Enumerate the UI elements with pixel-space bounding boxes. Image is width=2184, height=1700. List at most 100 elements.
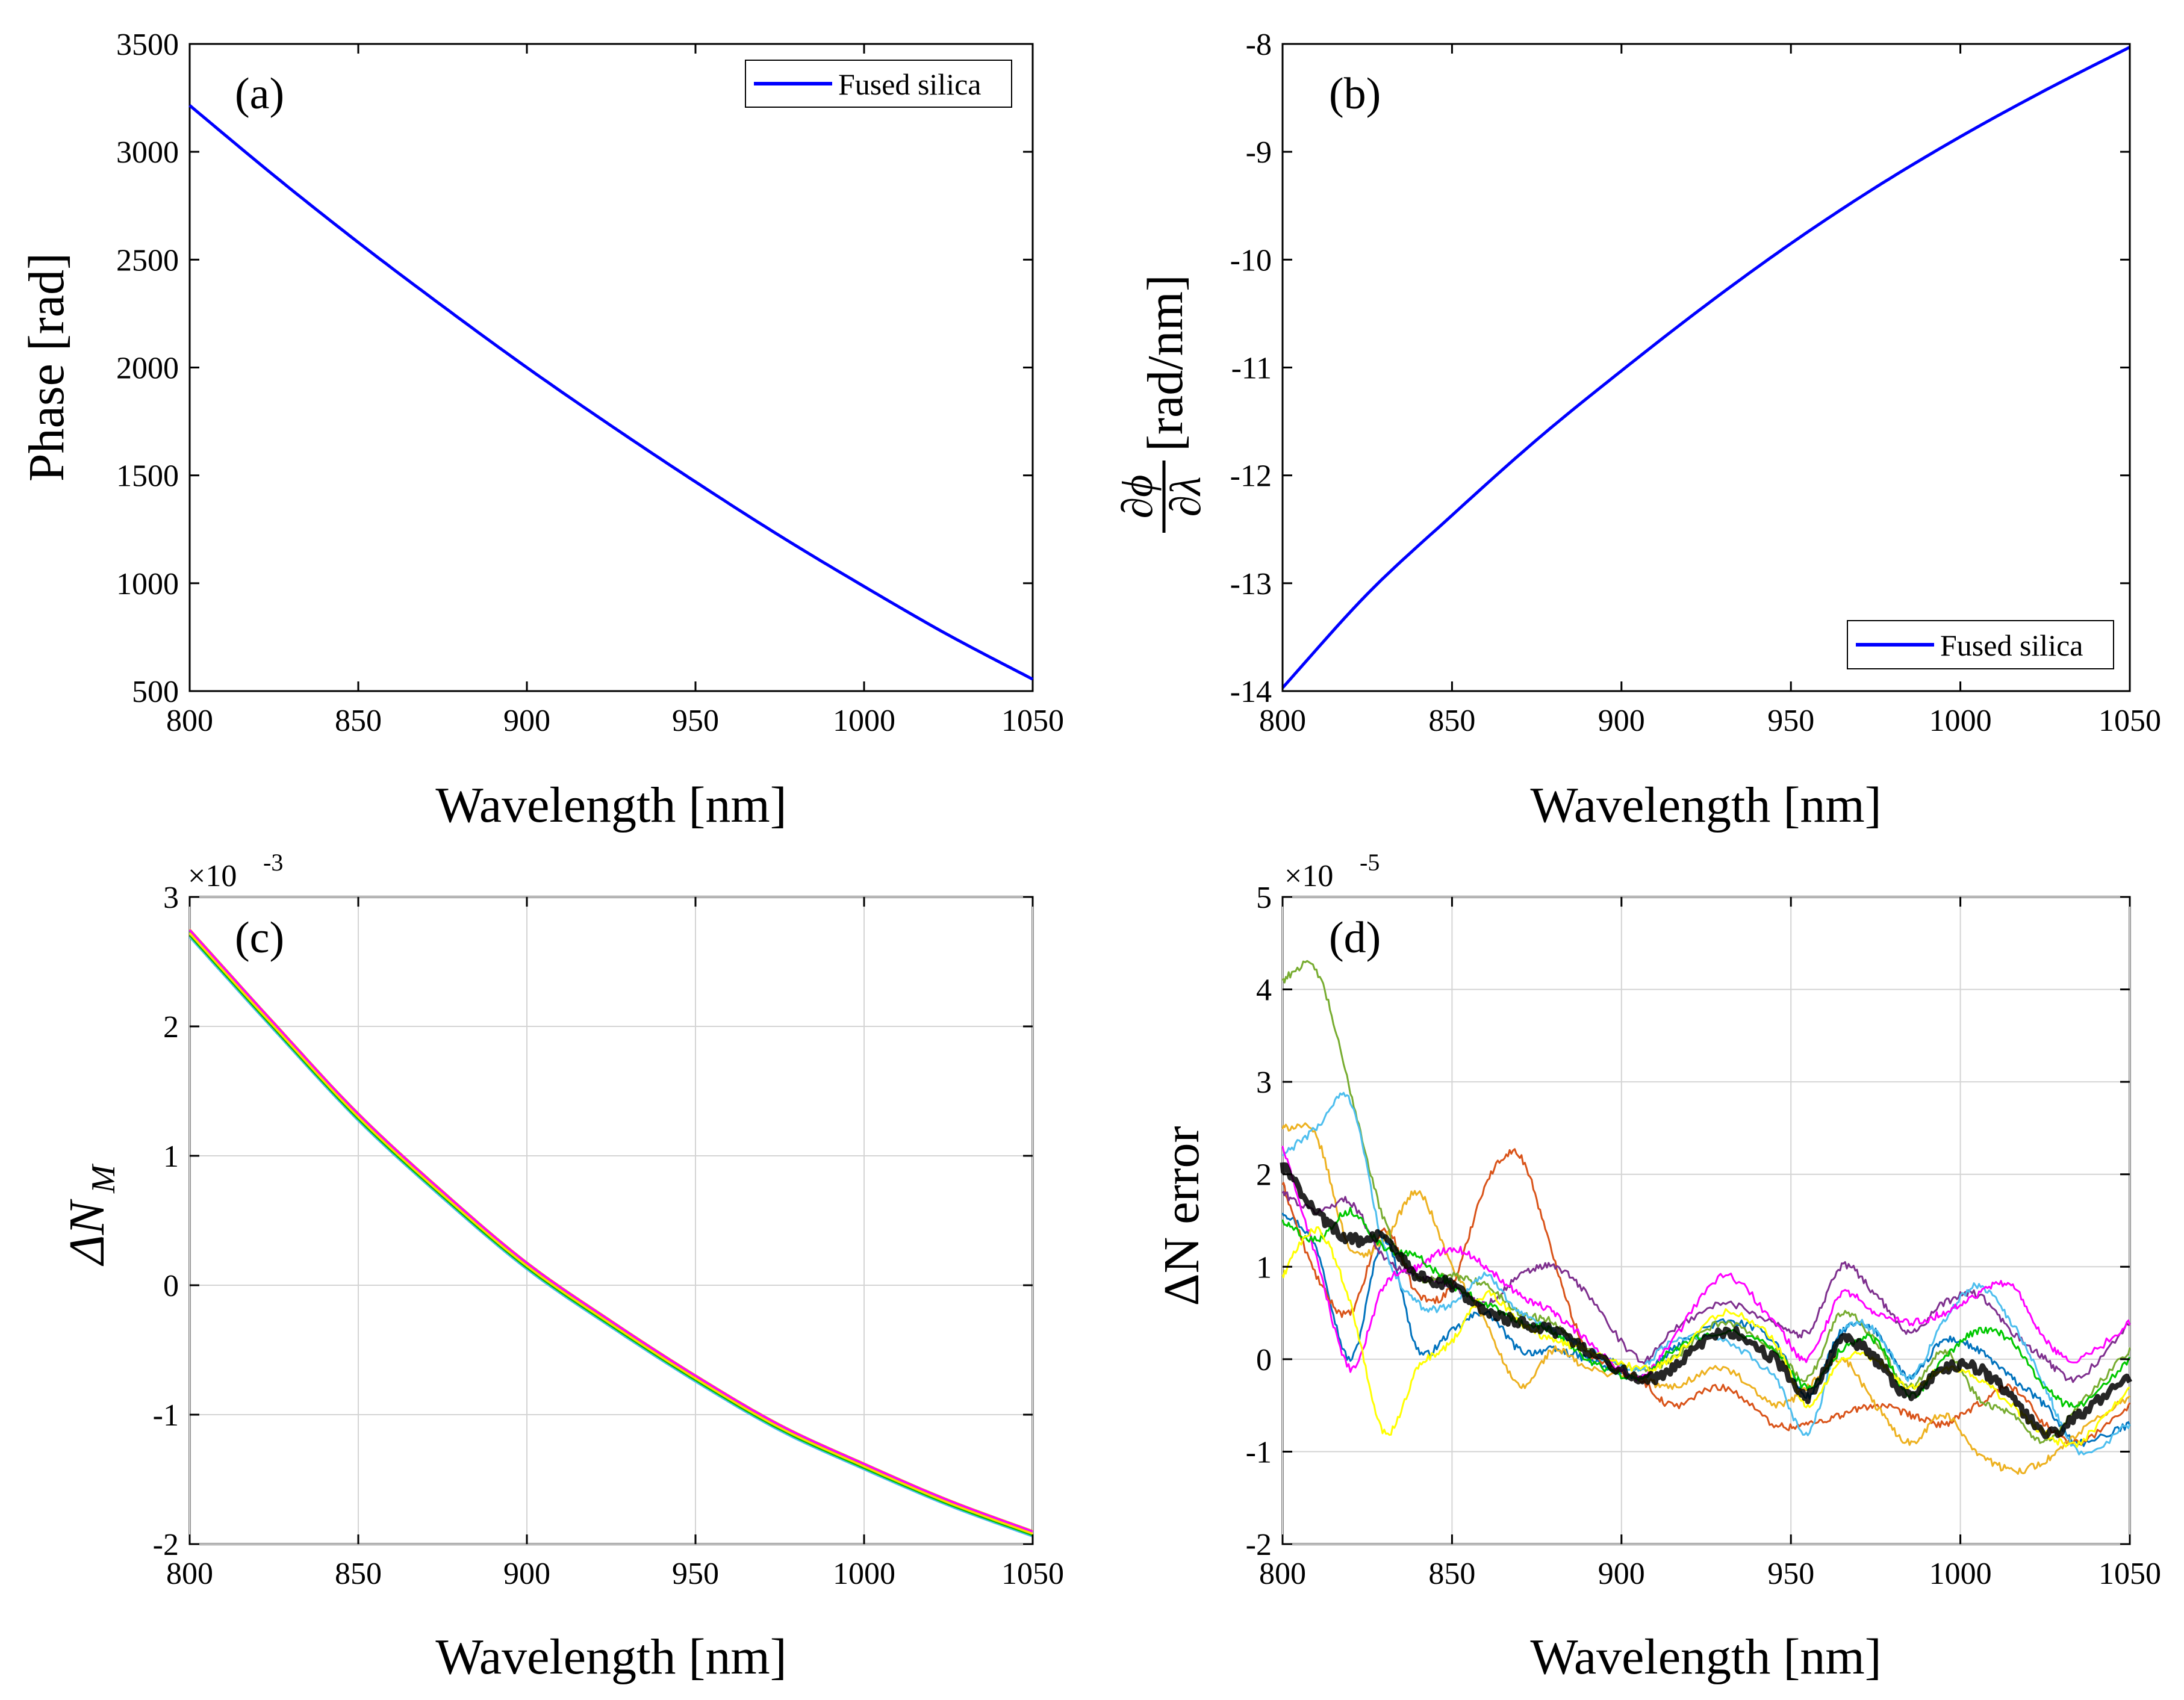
panel-c-ytick-label: -1 <box>153 1398 179 1433</box>
panel-d-ytick-label: -2 <box>1246 1528 1272 1562</box>
panel-b-legend-label: Fused silica <box>1940 628 2083 662</box>
panel-b-xtick-label: 850 <box>1428 704 1475 738</box>
panel-d-label: (d) <box>1329 913 1381 963</box>
panel-b-ytick-label: -10 <box>1230 243 1272 278</box>
panel-b-ticks-layer: 800 850 900 950 1000 1050 -14 -13 -12 -11 -10 -9 -8 <box>1230 28 2161 738</box>
panel-c-series-line <box>188 936 1033 1537</box>
panel-a-xtick-label: 1000 <box>833 704 895 738</box>
panel-b-plot-area <box>1281 43 2131 692</box>
panel-c-label: (c) <box>235 913 284 963</box>
panel-b-ytick-label: -13 <box>1230 567 1272 601</box>
panel-d-ytick-label: 0 <box>1256 1343 1272 1377</box>
panel-a-ytick-label: 3500 <box>116 28 179 62</box>
panel-d-xtick-label: 950 <box>1767 1557 1814 1591</box>
panel-a: 800 850 900 950 1000 1050 500 1000 1500 2000 2500 3… <box>19 28 1064 833</box>
panel-b-legend: Fused silica <box>1847 620 2114 669</box>
panel-c-ylabel: ΔN M <box>59 1163 122 1267</box>
panel-b-ylabel-denominator: ∂λ <box>1162 477 1210 517</box>
panel-d: 800 850 900 950 1000 1050 -2 -1 0 1 2 3 4 5 (d) ×10 -… <box>1154 849 2161 1685</box>
panel-d-xtick-label: 1050 <box>2098 1557 2161 1591</box>
panel-a-xtick-label: 850 <box>335 704 382 738</box>
panel-b-label: (b) <box>1329 69 1381 119</box>
panel-d-xtick-label: 1000 <box>1929 1557 1992 1591</box>
panel-a-xtick-label: 950 <box>672 704 719 738</box>
panel-c-ticks-layer: 800 850 900 950 1000 1050 -2 -1 0 1 2 3 <box>153 881 1064 1591</box>
panel-d-xtick-label: 900 <box>1598 1557 1645 1591</box>
panel-a-ytick-label: 2500 <box>116 243 179 278</box>
panel-d-grid-layer <box>1282 896 2130 1545</box>
panel-c-ytick-label: -2 <box>153 1528 179 1562</box>
panel-d-ytick-label: -1 <box>1246 1435 1272 1469</box>
panel-c-xtick-label: 800 <box>166 1557 213 1591</box>
panel-b-ytick-label: -12 <box>1230 459 1272 494</box>
panel-c-xtick-label: 900 <box>503 1557 550 1591</box>
panel-d-ytick-label: 4 <box>1256 973 1272 1008</box>
panel-b-ytick-label: -9 <box>1246 135 1272 170</box>
panel-d-ticks-layer: 800 850 900 950 1000 1050 -2 -1 0 1 2 3 4 5 <box>1246 881 2161 1591</box>
panel-a-ytick-label: 1500 <box>116 459 179 494</box>
panel-c-ytick-label: 1 <box>163 1140 179 1174</box>
panel-b-xtick-label: 950 <box>1767 704 1814 738</box>
panel-a-xtick-label: 1050 <box>1001 704 1064 738</box>
panel-a-ytick-label: 500 <box>132 675 179 709</box>
panel-c-exponent: ×10 -3 <box>188 849 283 893</box>
panel-b-xtick-label: 1000 <box>1929 704 1992 738</box>
panel-b-xtick-label: 1050 <box>2098 704 2161 738</box>
panel-c-series-layer <box>188 928 1033 1537</box>
panel-d-ytick-label: 1 <box>1256 1250 1272 1285</box>
panel-b-ylabel-numerator: ∂ϕ <box>1113 475 1162 519</box>
panel-c-xlabel: Wavelength [nm] <box>435 1629 786 1685</box>
panel-c-ytick-label: 3 <box>163 881 179 915</box>
panel-a-xlabel: Wavelength [nm] <box>435 777 786 833</box>
panel-c-xtick-label: 850 <box>335 1557 382 1591</box>
panel-a-legend: Fused silica <box>745 60 1012 108</box>
panel-d-ytick-label: 5 <box>1256 881 1272 915</box>
panel-a-ylabel: Phase [rad] <box>19 253 75 482</box>
panel-c-xtick-label: 1050 <box>1001 1557 1064 1591</box>
panel-d-ylabel: ΔN error <box>1154 1126 1210 1306</box>
panel-a-ytick-label: 3000 <box>116 135 179 170</box>
panel-b-ylabel-unit: [rad/nm] <box>1137 275 1193 451</box>
panel-b-ytick-label: -11 <box>1231 352 1272 386</box>
panel-b-xlabel: Wavelength [nm] <box>1530 777 1881 833</box>
panel-d-xtick-label: 850 <box>1428 1557 1475 1591</box>
panel-c-series-line <box>188 932 1033 1535</box>
panel-d-exponent-power: -5 <box>1360 849 1380 876</box>
panel-d-series-layer <box>1280 960 2132 1475</box>
panel-c-series-line <box>188 934 1033 1536</box>
panel-a-xtick-label: 900 <box>503 704 550 738</box>
panel-b-xtick-label: 800 <box>1259 704 1306 738</box>
panel-a-label: (a) <box>235 69 284 119</box>
panel-c-xtick-label: 1000 <box>833 1557 895 1591</box>
panel-c-xtick-label: 950 <box>672 1557 719 1591</box>
panel-d-xlabel: Wavelength [nm] <box>1530 1629 1881 1685</box>
panel-c-ylabel-main: ΔN <box>59 1199 115 1266</box>
panel-a-ticks-layer: 800 850 900 950 1000 1050 500 1000 1500 2000 2500 3… <box>116 28 1064 738</box>
panel-d-mean-line <box>1280 1162 2132 1439</box>
panel-b: 800 850 900 950 1000 1050-14-13-12-11-10-9-8 … <box>1113 28 2161 833</box>
panel-a-ytick-label: 1000 <box>116 567 179 601</box>
panel-b-ytick-label: -8 <box>1246 28 1272 62</box>
panel-c-grid-layer <box>189 896 1033 1545</box>
panel-a-plot-area <box>188 43 1034 692</box>
panel-d-ytick-label: 2 <box>1256 1158 1272 1193</box>
panel-c-ytick-label: 0 <box>163 1269 179 1303</box>
panel-c-ytick-label: 2 <box>163 1010 179 1044</box>
panel-c-exponent-base: ×10 <box>188 859 237 893</box>
panel-b-xtick-label: 900 <box>1598 704 1645 738</box>
panel-c-exponent-power: -3 <box>263 849 283 876</box>
panel-d-plot-area <box>1281 896 2131 1545</box>
panel-d-ytick-label: 3 <box>1256 1066 1272 1100</box>
panel-a-legend-label: Fused silica <box>838 67 981 101</box>
panel-d-series-line <box>1281 1206 2131 1409</box>
panel-c-ylabel-sub: M <box>85 1163 122 1194</box>
panel-d-xtick-label: 800 <box>1259 1557 1306 1591</box>
panel-d-exponent-base: ×10 <box>1284 859 1333 893</box>
panel-d-series-line <box>1281 1122 2130 1475</box>
panel-a-series-layer <box>188 104 1034 681</box>
panel-b-ytick-label: -14 <box>1230 675 1272 709</box>
panel-c-plot-area <box>188 896 1034 1545</box>
panel-d-series-line <box>1281 1226 2130 1448</box>
